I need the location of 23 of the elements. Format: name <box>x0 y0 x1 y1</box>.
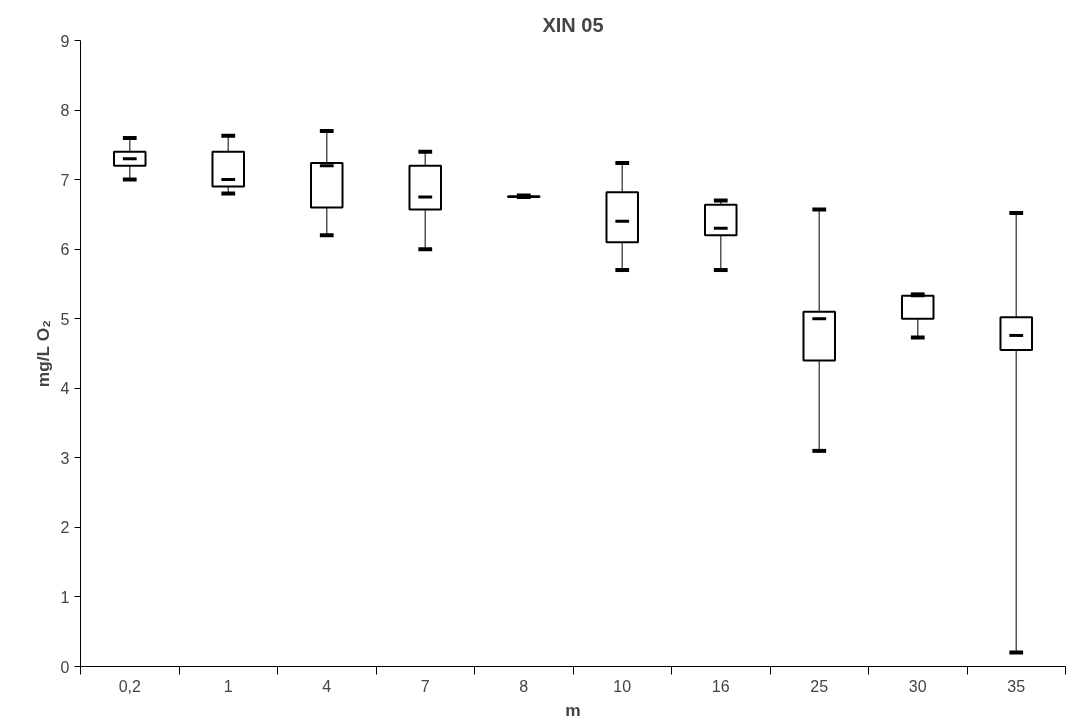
x-tick-label: 8 <box>519 677 529 695</box>
y-tick-label: 9 <box>60 32 70 50</box>
x-axis-title: m <box>565 699 581 720</box>
y-tick-label: 8 <box>60 102 70 120</box>
x-tick-label: 10 <box>613 677 632 695</box>
x-tick-label: 35 <box>1007 677 1026 695</box>
x-tick-label: 7 <box>420 677 430 695</box>
x-tick-label: 30 <box>908 677 927 695</box>
y-tick-label: 3 <box>60 449 70 467</box>
y-tick-label: 1 <box>60 588 70 606</box>
x-tick-label: 25 <box>810 677 829 695</box>
y-tick-label: 0 <box>60 658 70 676</box>
y-tick-label: 7 <box>60 171 70 189</box>
y-tick-label: 5 <box>60 310 70 328</box>
y-tick-label: 4 <box>60 380 70 398</box>
y-tick-label: 6 <box>60 241 70 259</box>
y-tick-label: 2 <box>60 519 70 537</box>
x-tick-label: 4 <box>322 677 332 695</box>
y-axis-title: mg/L O₂ <box>32 320 53 388</box>
x-tick-label: 0,2 <box>118 677 141 695</box>
x-tick-label: 1 <box>223 677 233 695</box>
x-tick-label: 16 <box>711 677 730 695</box>
chart-title: XIN 05 <box>542 13 604 36</box>
